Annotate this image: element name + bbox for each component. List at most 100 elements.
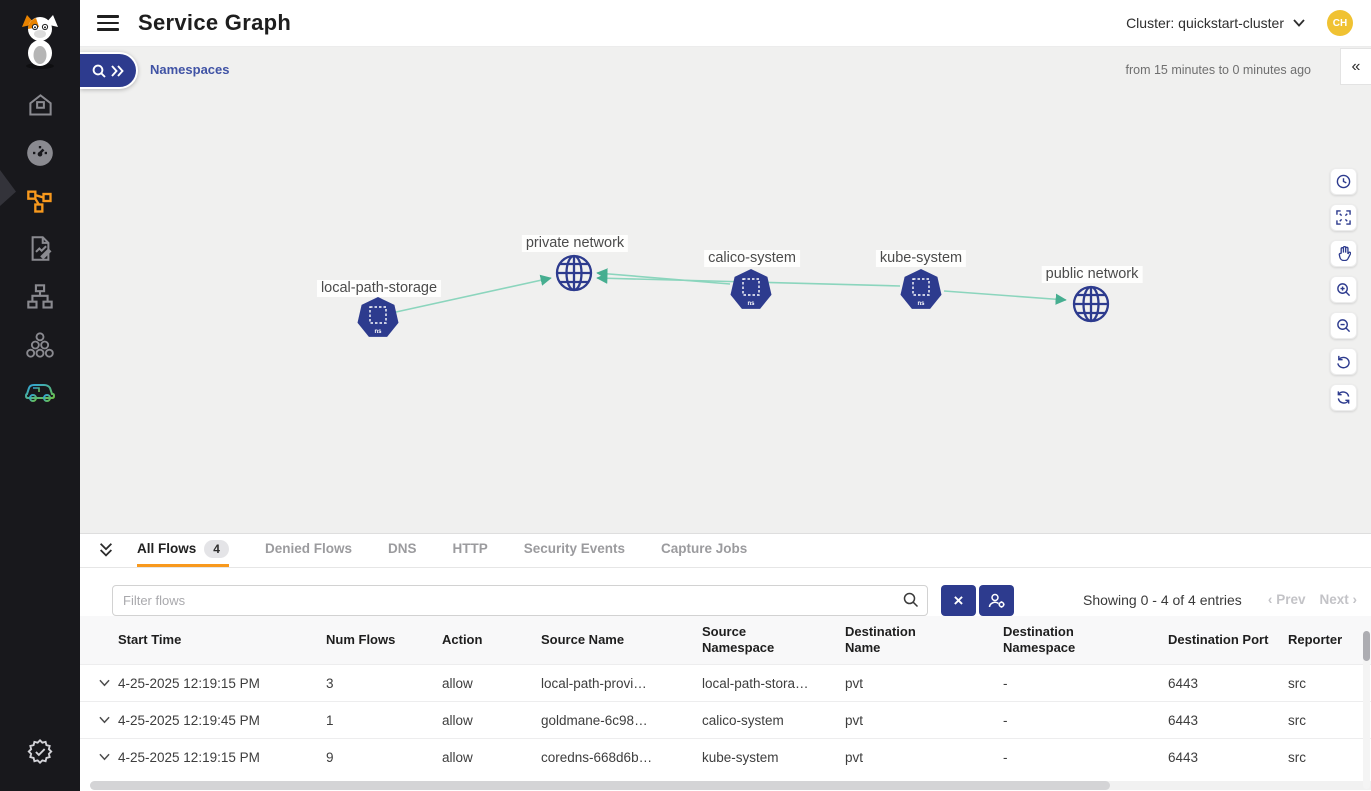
tab-label: Security Events [523, 541, 626, 556]
flows-panel: All Flows 4 Denied Flows DNS HTTP Securi… [80, 533, 1371, 791]
sidebar-item-compliance[interactable] [0, 378, 80, 404]
filter-flows-input[interactable] [112, 585, 928, 616]
row-expander[interactable] [90, 716, 118, 724]
row-expander[interactable] [90, 679, 118, 687]
tab-all-flows[interactable]: All Flows 4 [137, 534, 229, 567]
cell-destination-namespace: - [1003, 712, 1008, 728]
horizontal-scrollbar[interactable] [90, 781, 1371, 790]
search-icon[interactable] [903, 592, 919, 608]
tab-capture-jobs[interactable]: Capture Jobs [661, 534, 747, 567]
pan-button[interactable] [1330, 240, 1357, 267]
showing-entries-label: Showing 0 - 4 of 4 entries [1083, 592, 1242, 608]
clock-icon [1336, 174, 1351, 189]
prev-page-button[interactable]: ‹ Prev [1268, 592, 1306, 607]
tab-http[interactable]: HTTP [452, 534, 487, 567]
fit-to-screen-button[interactable] [1330, 204, 1357, 231]
graph-node-label[interactable]: public network [1041, 266, 1143, 283]
zoom-in-icon [1337, 283, 1351, 297]
graph-node-label[interactable]: local-path-storage [316, 280, 442, 297]
vertical-scrollbar[interactable] [1363, 631, 1370, 789]
column-header: Action [442, 631, 483, 647]
table-row[interactable]: 4-25-2025 12:19:15 PM 3 allow local-path… [80, 664, 1371, 701]
graph-node-calico-system[interactable]: ns [729, 268, 773, 317]
cell-destination-port: 6443 [1168, 675, 1199, 691]
row-expander[interactable] [90, 753, 118, 761]
horizontal-scrollbar-thumb[interactable] [90, 781, 1110, 790]
zoom-out-button[interactable] [1330, 312, 1357, 339]
graph-node-label[interactable]: kube-system [875, 250, 967, 267]
tab-dns[interactable]: DNS [388, 534, 417, 567]
cell-start-time: 4-25-2025 12:19:45 PM [118, 712, 260, 728]
cell-source-name: goldmane-6c98… [541, 712, 648, 728]
graph-node-private-network[interactable] [554, 253, 594, 298]
cell-source-namespace: local-path-stora… [702, 675, 809, 691]
double-chevron-down-icon [99, 543, 113, 557]
tab-security-events[interactable]: Security Events [524, 534, 625, 567]
breadcrumb[interactable]: Namespaces [150, 62, 230, 77]
sidebar-item-home[interactable] [0, 92, 80, 119]
cell-source-namespace: kube-system [702, 749, 779, 765]
clear-filter-button[interactable]: × [941, 585, 976, 616]
collapse-panel-button[interactable] [97, 534, 115, 567]
cell-reporter: src [1288, 712, 1306, 728]
cell-reporter: src [1288, 675, 1306, 691]
calico-logo [0, 12, 80, 70]
cell-num-flows: 3 [326, 675, 334, 691]
cell-destination-port: 6443 [1168, 749, 1199, 765]
vertical-scrollbar-thumb[interactable] [1363, 631, 1370, 661]
graph-edges [395, 268, 1067, 313]
graph-node-local-path-storage[interactable]: ns [356, 296, 400, 345]
cluster-selector[interactable]: Cluster: quickstart-cluster [1126, 15, 1305, 31]
gauge-icon [27, 140, 53, 166]
tab-label: Capture Jobs [661, 541, 748, 556]
sidebar-item-network[interactable] [0, 283, 80, 311]
cell-source-namespace: calico-system [702, 712, 784, 728]
undo-button[interactable] [1330, 348, 1357, 375]
avatar[interactable]: CH [1327, 10, 1353, 36]
column-header: Start Time [118, 631, 182, 647]
graph-toolbar: Namespaces from 15 minutes to 0 minutes … [80, 47, 1371, 94]
globe-icon [555, 254, 593, 292]
sidebar-item-clusters[interactable] [0, 331, 80, 359]
sidebar-item-certification[interactable] [0, 738, 80, 766]
zoom-out-icon [1337, 319, 1351, 333]
svg-text:ns: ns [374, 329, 382, 335]
car-icon [24, 384, 56, 402]
right-panel-toggle[interactable]: « [1340, 48, 1371, 85]
cell-source-name: coredns-668d6b… [541, 749, 653, 765]
cell-destination-name: pvt [845, 749, 864, 765]
sidebar-item-reports[interactable] [0, 235, 80, 262]
tab-denied-flows[interactable]: Denied Flows [265, 534, 352, 567]
next-page-button[interactable]: Next › [1319, 592, 1357, 607]
graph-node-label[interactable]: calico-system [704, 250, 800, 267]
zoom-in-button[interactable] [1330, 276, 1357, 303]
time-range-label: from 15 minutes to 0 minutes ago [1125, 63, 1311, 77]
sidebar-item-dashboard[interactable] [0, 139, 80, 167]
service-graph-canvas[interactable]: ns local-path-storage private network ns… [80, 94, 1371, 533]
cell-action: allow [442, 712, 473, 728]
cell-start-time: 4-25-2025 12:19:15 PM [118, 675, 260, 691]
cluster-nodes-icon [26, 332, 54, 358]
graph-node-public-network[interactable] [1071, 284, 1111, 329]
column-header: Destination Namespace [1003, 623, 1076, 655]
refresh-icon [1337, 391, 1350, 404]
graph-search-button[interactable] [80, 52, 138, 89]
graph-node-kube-system[interactable]: ns [899, 268, 943, 317]
cell-num-flows: 1 [326, 712, 334, 728]
table-row[interactable]: 4-25-2025 12:19:45 PM 1 allow goldmane-6… [80, 701, 1371, 738]
report-edit-icon [31, 236, 51, 261]
certificate-check-icon [27, 739, 53, 765]
service-graph-icon [27, 190, 52, 213]
close-icon: × [953, 590, 964, 610]
svg-text:ns: ns [747, 301, 755, 307]
table-row[interactable]: 4-25-2025 12:19:15 PM 9 allow coredns-66… [80, 738, 1371, 775]
sidebar-item-service-graph[interactable] [0, 187, 80, 215]
refresh-button[interactable] [1330, 384, 1357, 411]
graph-node-label[interactable]: private network [521, 235, 629, 252]
tab-label: All Flows [137, 541, 197, 556]
hamburger-menu-icon[interactable] [97, 15, 119, 31]
cell-destination-port: 6443 [1168, 712, 1199, 728]
chevron-right-icon: › [1352, 592, 1358, 607]
customize-columns-button[interactable] [979, 585, 1014, 616]
time-settings-button[interactable] [1330, 168, 1357, 195]
